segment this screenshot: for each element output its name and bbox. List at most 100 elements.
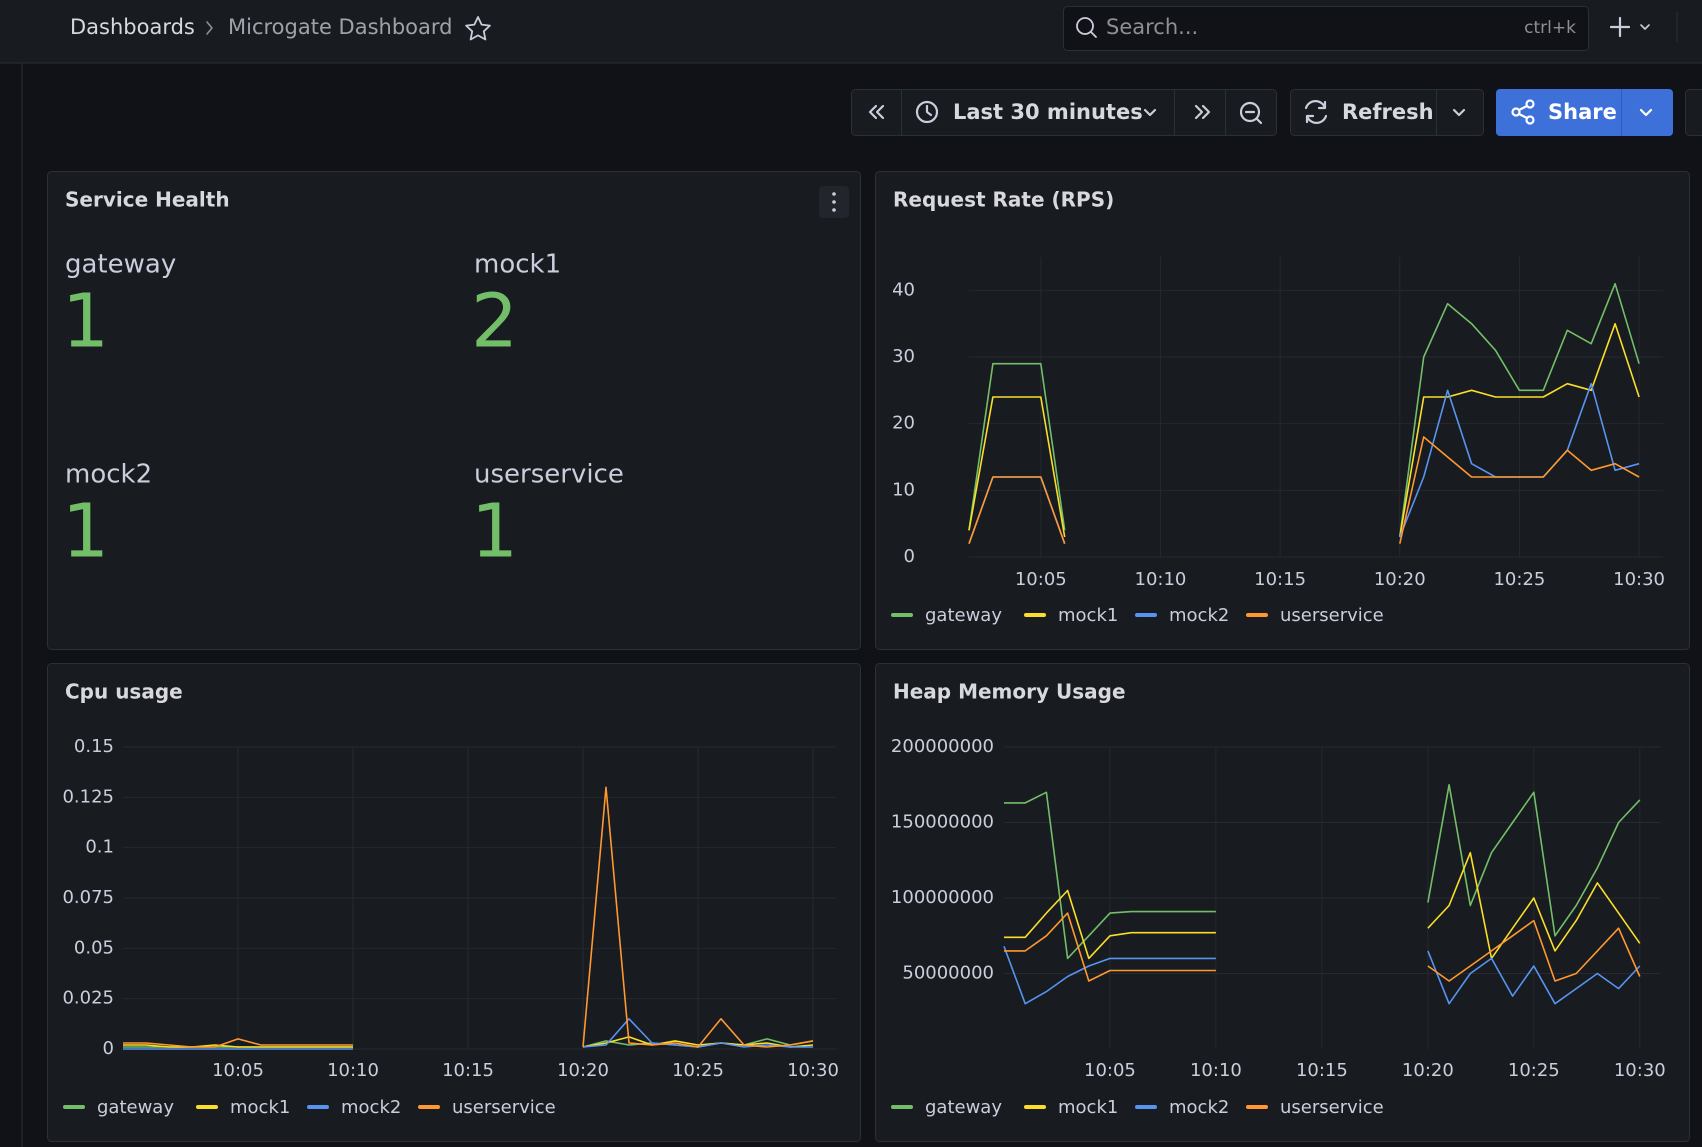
x-tick-label: 10:30 [787,1060,839,1081]
time-range-button[interactable]: Last 30 minutes [953,100,1143,124]
panel [875,663,1690,1142]
y-tick-label: 0.075 [62,887,114,908]
legend-label: mock2 [1169,1097,1229,1118]
series-line [968,282,1640,538]
search-icon [1076,17,1094,35]
series-line [1004,851,1641,960]
share-chevron[interactable] [1639,108,1653,117]
series-line [1004,784,1641,960]
legend-label: mock1 [1058,1097,1118,1118]
time-picker-group [851,89,1277,136]
x-tick-label: 10:25 [1508,1060,1560,1081]
star-button[interactable] [465,16,491,41]
x-tick-label: 10:25 [1493,569,1545,590]
refresh-interval-chevron[interactable] [1452,108,1466,117]
y-tick-label: 20 [892,413,915,434]
breadcrumb-current: Microgate Dashboard [228,15,452,39]
y-tick-label: 0.1 [85,837,114,858]
clock-icon [915,100,939,124]
x-tick-label: 10:15 [442,1060,494,1081]
y-tick-label: 10 [892,479,915,500]
legend-label: userservice [452,1097,556,1118]
series-line [123,1036,814,1048]
search-placeholder: Search... [1106,15,1198,39]
y-tick-label: 0 [904,546,915,567]
legend-label: userservice [1280,605,1384,626]
add-button[interactable] [1609,16,1631,38]
x-tick-label: 10:20 [557,1060,609,1081]
menu-dots [832,192,836,212]
add-chevron[interactable] [1640,24,1650,30]
x-tick-label: 10:15 [1296,1060,1348,1081]
y-tick-label: 0 [103,1038,114,1059]
x-tick-label: 10:15 [1254,569,1306,590]
legend-label: gateway [97,1097,174,1118]
y-tick-label: 30 [892,346,915,367]
panel [47,171,861,650]
series-line [968,322,1640,538]
stat-value: 1 [471,489,518,575]
panel [47,663,861,1142]
y-tick-label: 100000000 [891,887,994,908]
shift-forward-button[interactable] [1194,104,1211,120]
panel-title: Cpu usage [65,680,183,704]
panel [875,171,1690,650]
legend-label: userservice [1280,1097,1384,1118]
search-shortcut: ctrl+k [1524,18,1576,38]
x-tick-label: 10:30 [1613,569,1665,590]
stat-value: 1 [62,489,109,575]
search-icon-handle [1090,31,1097,38]
stat-name: userservice [474,460,624,490]
y-tick-label: 50000000 [902,963,994,984]
x-tick-label: 10:05 [1084,1060,1136,1081]
x-tick-label: 10:20 [1402,1060,1454,1081]
y-tick-label: 0.025 [62,988,114,1009]
shift-back-button[interactable] [868,104,885,120]
refresh-button[interactable]: Refresh [1342,100,1434,124]
stat-name: mock1 [474,250,561,280]
legend-label: gateway [925,1097,1002,1118]
legend-label: mock1 [230,1097,290,1118]
x-tick-label: 10:10 [1190,1060,1242,1081]
series-line [1003,946,1641,1005]
zoom-out-glyph [1244,110,1263,125]
stat-name: mock2 [65,460,152,490]
refresh-group [1290,89,1484,136]
panel-title: Service Health [65,188,230,212]
y-tick-label: 150000000 [891,812,994,833]
series-line [968,436,1640,544]
refresh-icon [1304,100,1328,124]
legend-label: mock2 [1169,605,1229,626]
breadcrumb-separator [206,21,213,35]
panel-title: Heap Memory Usage [893,680,1126,704]
panel-title: Request Rate (RPS) [893,188,1114,212]
y-tick-label: 200000000 [891,736,994,757]
edit-button[interactable] [1685,89,1702,136]
x-tick-label: 10:05 [212,1060,264,1081]
y-tick-label: 40 [892,279,915,300]
breadcrumb-link[interactable]: Dashboards [70,15,195,39]
share-icon [1511,99,1535,125]
zoom-out-button[interactable] [1239,101,1261,123]
legend-label: mock1 [1058,605,1118,626]
stat-value: 1 [62,279,109,365]
legend-label: gateway [925,605,1002,626]
x-tick-label: 10:05 [1015,569,1067,590]
series-line [123,786,814,1048]
time-range-chevron[interactable] [1143,108,1157,117]
y-tick-label: 0.05 [74,937,114,958]
share-group [1496,89,1673,136]
x-tick-label: 10:25 [672,1060,724,1081]
series-line [1004,912,1641,982]
x-tick-label: 10:10 [327,1060,379,1081]
y-tick-label: 0.125 [62,786,114,807]
x-tick-label: 10:30 [1614,1060,1666,1081]
x-tick-label: 10:20 [1374,569,1426,590]
y-tick-label: 0.15 [74,736,114,757]
legend-label: mock2 [341,1097,401,1118]
search-box[interactable] [1063,6,1589,51]
stat-value: 2 [471,279,518,365]
share-button[interactable]: Share [1548,100,1617,124]
